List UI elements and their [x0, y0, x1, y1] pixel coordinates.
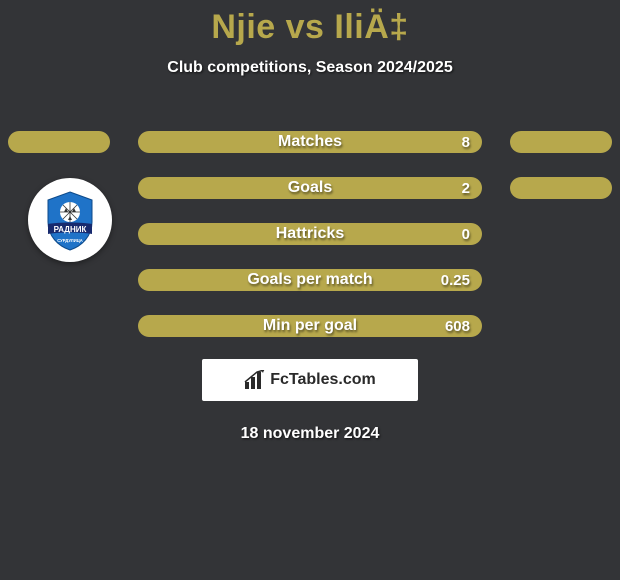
stat-right-value: 8	[462, 134, 470, 151]
center-bar: Hattricks 0	[138, 223, 482, 245]
club-crest-icon: РАДНИК СУРДУЛИЦА	[38, 188, 102, 252]
stat-label: Hattricks	[138, 225, 482, 243]
bar-chart-icon	[244, 370, 266, 390]
footer-brand[interactable]: FcTables.com	[202, 359, 418, 401]
stat-row-matches: Matches 8	[0, 119, 620, 165]
center-bar: Goals per match 0.25	[138, 269, 482, 291]
left-club-badge: РАДНИК СУРДУЛИЦА	[28, 178, 112, 262]
stat-right-value: 2	[462, 180, 470, 197]
stat-label: Goals	[138, 179, 482, 197]
stat-right-value: 608	[445, 318, 470, 335]
stat-right-value: 0.25	[441, 272, 470, 289]
date-label: 18 november 2024	[0, 425, 620, 443]
stat-row-gpm: Goals per match 0.25	[0, 257, 620, 303]
stat-label: Min per goal	[138, 317, 482, 335]
page-title: Njie vs IliÄ‡	[0, 0, 620, 47]
center-bar: Goals 2	[138, 177, 482, 199]
stat-label: Matches	[138, 133, 482, 151]
subtitle: Club competitions, Season 2024/2025	[0, 59, 620, 77]
center-bar: Min per goal 608	[138, 315, 482, 337]
svg-text:СУРДУЛИЦА: СУРДУЛИЦА	[57, 238, 83, 243]
comparison-card: Njie vs IliÄ‡ Club competitions, Season …	[0, 0, 620, 580]
svg-text:РАДНИК: РАДНИК	[54, 225, 87, 234]
stat-label: Goals per match	[138, 271, 482, 289]
right-bar	[510, 131, 612, 153]
footer-brand-label: FcTables.com	[270, 371, 376, 389]
stat-row-mpg: Min per goal 608	[0, 303, 620, 349]
left-bar	[8, 131, 110, 153]
center-bar: Matches 8	[138, 131, 482, 153]
right-bar	[510, 177, 612, 199]
stat-right-value: 0	[462, 226, 470, 243]
